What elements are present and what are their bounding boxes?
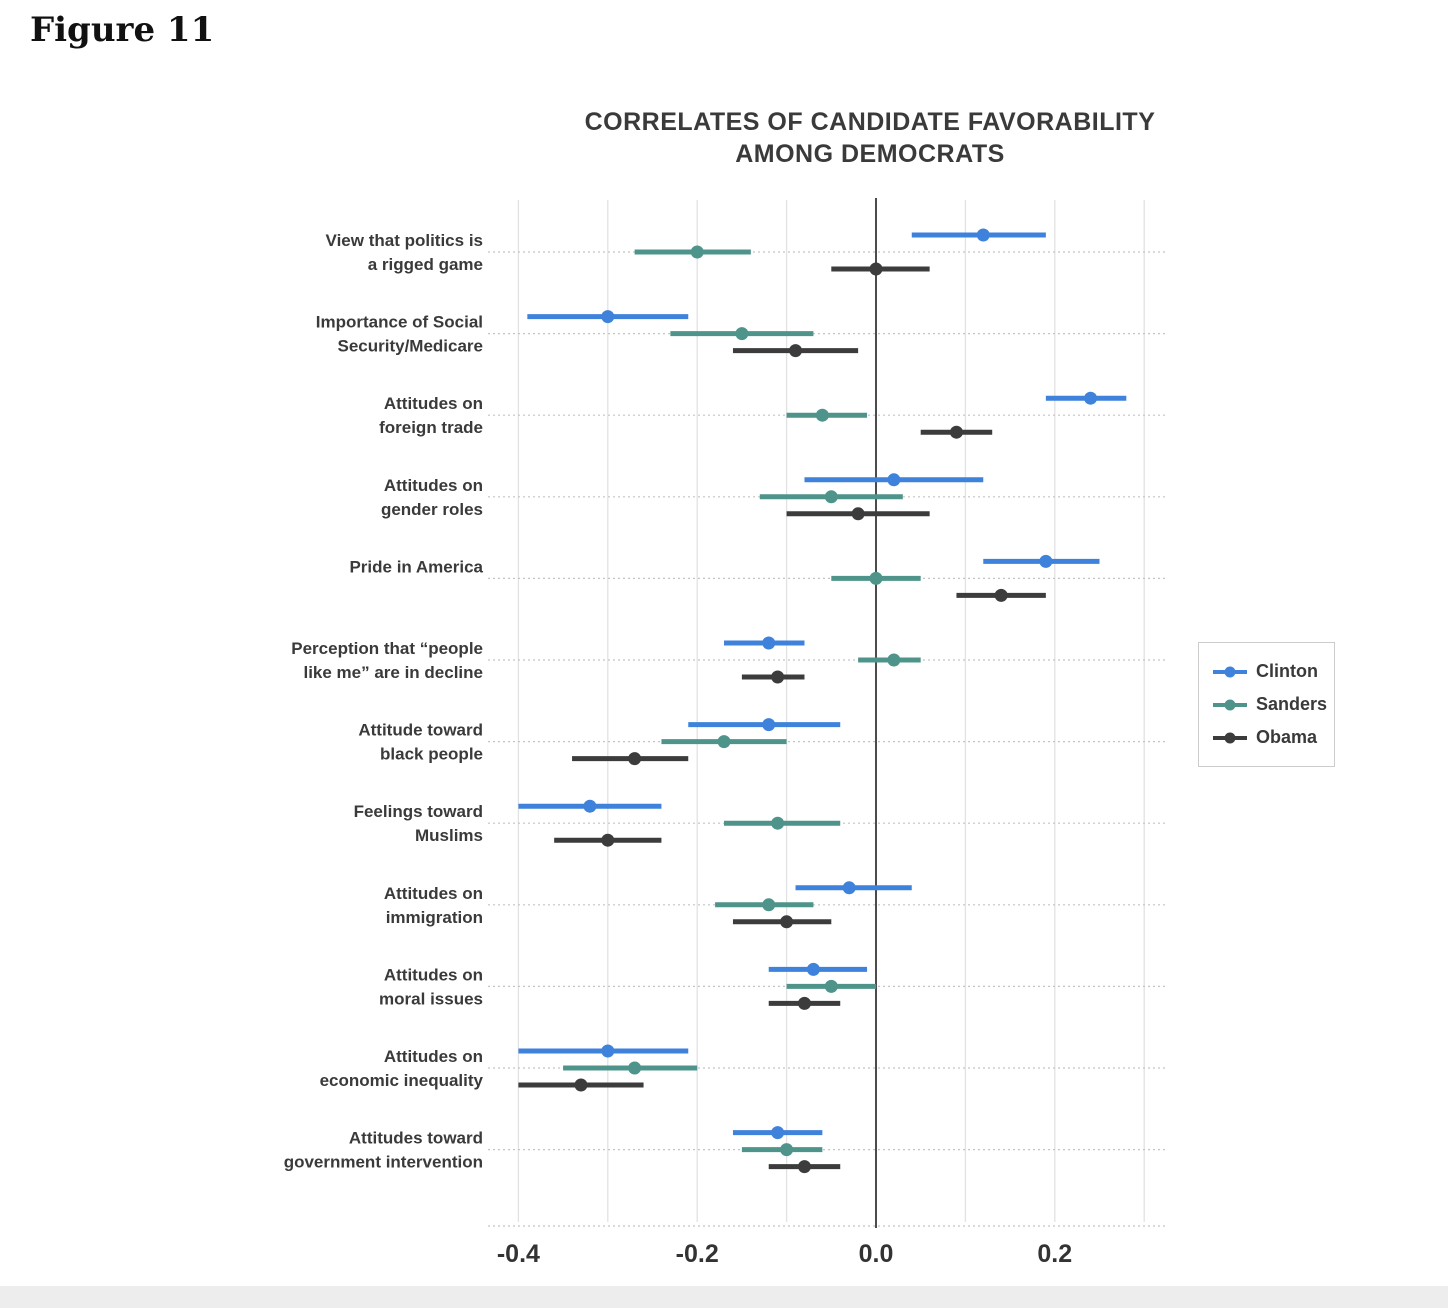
category-label: Pride in America <box>349 557 483 576</box>
category-label: Attitude toward black people <box>358 721 483 764</box>
dot-sanders-9 <box>824 979 838 993</box>
category-label: Perception that “people like me” are in d… <box>291 639 483 682</box>
dot-clinton-7 <box>583 799 597 813</box>
dot-sanders-7 <box>771 816 785 830</box>
page-bottom-margin <box>0 1286 1448 1308</box>
dot-obama-6 <box>628 752 642 766</box>
legend: Clinton Sanders Obama <box>1198 642 1335 767</box>
x-tick-label: 0.0 <box>859 1240 894 1268</box>
chart-title-line2: AMONG DEMOCRATS <box>735 140 1005 168</box>
category-label: Feelings toward Muslims <box>354 802 483 845</box>
dot-clinton-0 <box>976 228 990 242</box>
x-tick-label: -0.2 <box>676 1240 719 1268</box>
dot-clinton-6 <box>762 718 776 732</box>
dot-clinton-8 <box>842 881 856 895</box>
dot-sanders-5 <box>887 653 901 667</box>
dot-obama-8 <box>780 915 794 929</box>
dot-obama-9 <box>797 996 811 1010</box>
legend-swatch-icon <box>1213 732 1247 743</box>
dot-sanders-6 <box>717 735 731 749</box>
legend-label: Obama <box>1256 727 1318 747</box>
dot-sanders-4 <box>869 571 883 585</box>
dot-obama-7 <box>601 833 615 847</box>
dot-obama-2 <box>949 425 963 439</box>
chart-title-line1: CORRELATES OF CANDIDATE FAVORABILITY <box>584 108 1156 136</box>
legend-entry-obama: Obama <box>1211 721 1324 754</box>
category-label: Attitudes toward government intervention <box>284 1129 483 1172</box>
dot-sanders-10 <box>628 1061 642 1075</box>
dot-obama-5 <box>771 670 785 684</box>
dot-sanders-0 <box>690 245 704 259</box>
chart-title: CORRELATES OF CANDIDATE FAVORABILITY AMO… <box>320 106 1420 170</box>
legend-label: Sanders <box>1256 694 1328 714</box>
dot-obama-10 <box>574 1078 588 1092</box>
dot-sanders-1 <box>735 327 749 341</box>
dot-sanders-8 <box>762 898 776 912</box>
dot-clinton-11 <box>771 1126 785 1140</box>
dot-obama-0 <box>869 262 883 276</box>
legend-swatch-icon <box>1213 666 1247 677</box>
category-label: Attitudes on foreign trade <box>379 394 483 437</box>
dot-obama-11 <box>797 1160 811 1174</box>
dot-clinton-10 <box>601 1044 615 1058</box>
dot-clinton-5 <box>762 636 776 650</box>
x-tick-label: -0.4 <box>497 1240 540 1268</box>
dot-obama-1 <box>789 344 803 358</box>
dot-sanders-2 <box>815 408 829 422</box>
dot-clinton-2 <box>1084 391 1098 405</box>
dot-clinton-9 <box>806 962 820 976</box>
dot-obama-4 <box>994 588 1008 602</box>
category-label: View that politics is a rigged game <box>326 231 483 274</box>
category-label: Attitudes on economic inequality <box>320 1047 484 1090</box>
dot-sanders-11 <box>780 1143 794 1157</box>
dot-clinton-1 <box>601 310 615 324</box>
dot-sanders-3 <box>824 490 838 504</box>
category-label: Attitudes on moral issues <box>379 965 483 1008</box>
category-label: Importance of Social Security/Medicare <box>316 313 483 356</box>
x-tick-label: 0.2 <box>1037 1240 1072 1268</box>
category-label: Attitudes on immigration <box>384 884 483 927</box>
legend-swatch-icon <box>1213 699 1247 710</box>
dot-clinton-3 <box>887 473 901 487</box>
dot-clinton-4 <box>1039 554 1053 568</box>
category-label: Attitudes on gender roles <box>381 476 483 519</box>
figure-title: Figure 11 <box>30 10 215 50</box>
legend-label: Clinton <box>1256 661 1318 681</box>
legend-entry-sanders: Sanders <box>1211 688 1328 721</box>
dot-obama-3 <box>851 507 865 521</box>
legend-entry-clinton: Clinton <box>1211 655 1324 688</box>
